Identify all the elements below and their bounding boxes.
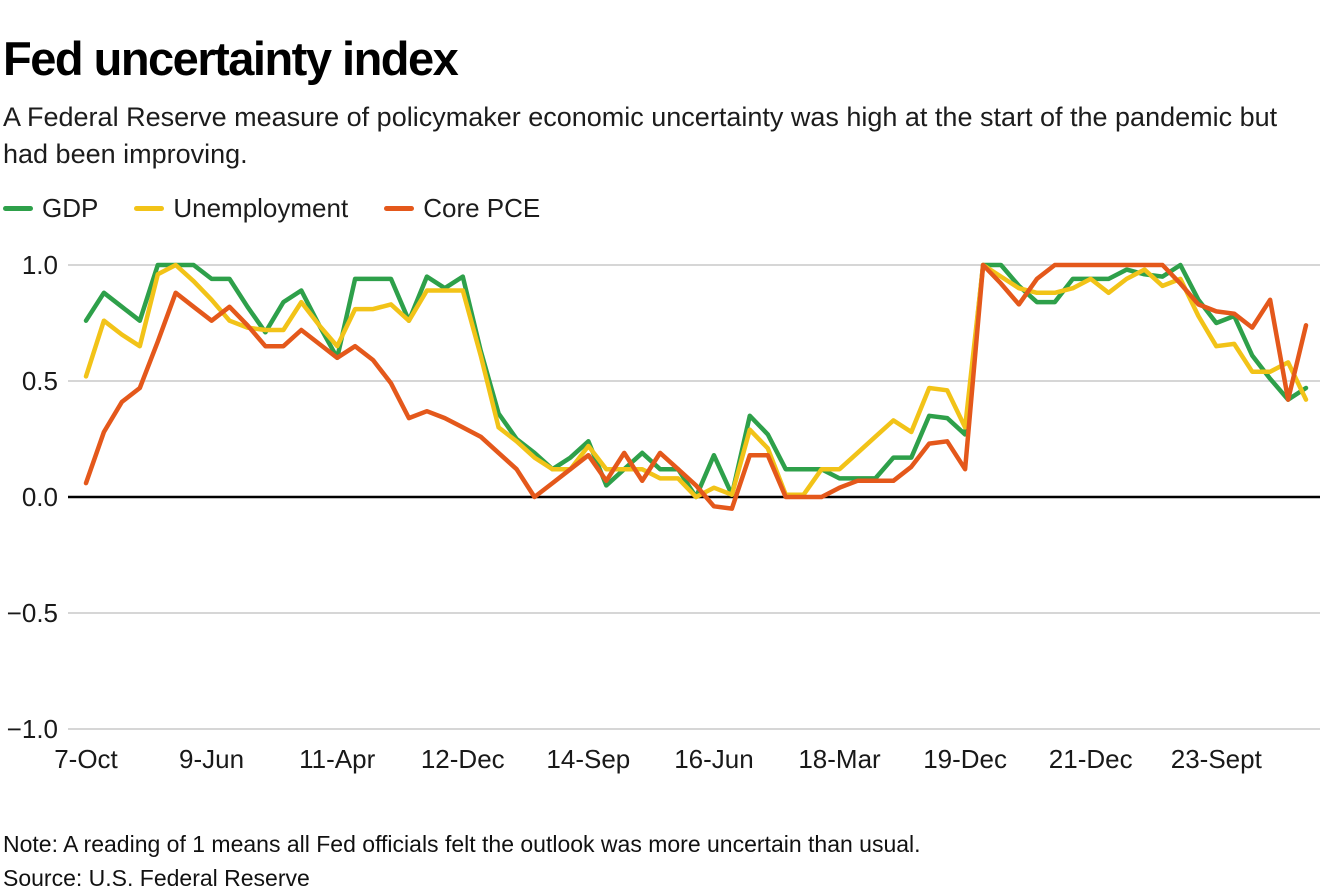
x-axis-tick-label: 19-Dec bbox=[923, 744, 1008, 774]
y-axis-tick-label: 0.5 bbox=[21, 366, 58, 396]
legend: GDP Unemployment Core PCE bbox=[3, 193, 540, 224]
x-axis-tick-label: 9-Jun bbox=[179, 744, 245, 774]
x-axis-tick-label: 18-Mar bbox=[798, 744, 881, 774]
chart-title: Fed uncertainty index bbox=[3, 32, 459, 86]
gdp-line-swatch bbox=[3, 206, 33, 211]
unemployment-line-swatch bbox=[134, 206, 165, 211]
y-axis-tick-label: −0.5 bbox=[6, 598, 58, 628]
legend-label-unemployment: Unemployment bbox=[173, 193, 349, 223]
legend-label-gdp: GDP bbox=[42, 193, 99, 223]
x-axis-tick-label: 7-Oct bbox=[54, 744, 118, 774]
legend-item-gdp: GDP bbox=[3, 193, 98, 224]
y-axis-tick-label: 0.0 bbox=[21, 482, 58, 512]
x-axis-tick-label: 12-Dec bbox=[420, 744, 505, 774]
x-axis-tick-label: 16-Jun bbox=[674, 744, 754, 774]
x-axis-tick-label: 23-Sept bbox=[1170, 744, 1262, 774]
y-axis-tick-label: 1.0 bbox=[21, 250, 58, 280]
x-axis-tick-label: 14-Sep bbox=[546, 744, 631, 774]
series-line-unemployment bbox=[83, 262, 1309, 500]
core-pce-line-swatch bbox=[384, 206, 415, 211]
legend-label-core-pce: Core PCE bbox=[423, 193, 541, 223]
legend-item-core-pce: Core PCE bbox=[384, 193, 540, 224]
series-line-core-pce bbox=[83, 262, 1309, 511]
legend-item-unemployment: Unemployment bbox=[134, 193, 348, 224]
y-axis-tick-label: −1.0 bbox=[6, 714, 58, 744]
x-axis-tick-label: 21-Dec bbox=[1048, 744, 1133, 774]
chart-subtitle: A Federal Reserve measure of policymaker… bbox=[3, 102, 1278, 169]
x-axis-tick-label: 11-Apr bbox=[299, 744, 376, 774]
note-text: Note: A reading of 1 means all Fed offic… bbox=[3, 831, 921, 857]
source-text: Source: U.S. Federal Reserve bbox=[3, 865, 310, 891]
